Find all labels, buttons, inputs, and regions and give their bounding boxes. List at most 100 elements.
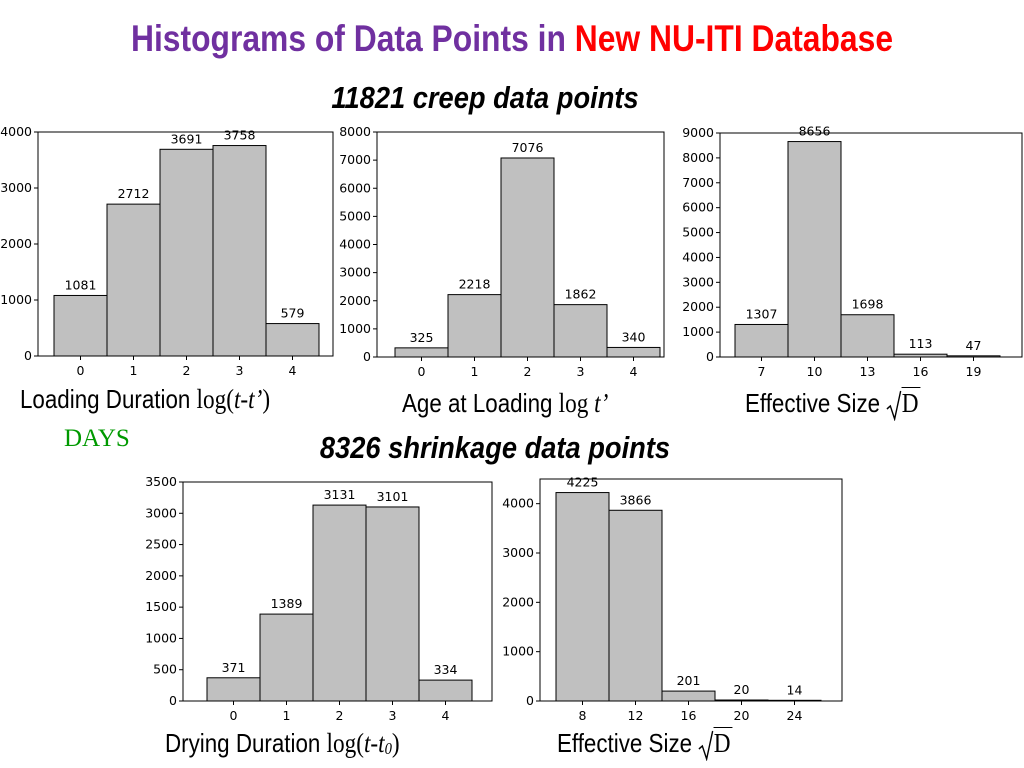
y-tick-label: 2000 [682, 299, 714, 314]
y-tick-label: 5000 [682, 225, 714, 240]
caption-drying-duration: Drying Duration log(t-t0) [165, 728, 400, 759]
bar-data-label: 1307 [746, 306, 778, 321]
y-tick-label: 2000 [502, 594, 534, 609]
y-tick-label: 1000 [682, 324, 714, 339]
sqrt-symbol-icon [886, 390, 902, 422]
histogram-bar [265, 323, 320, 357]
y-tick-label: 6000 [339, 180, 371, 195]
bar-data-label: 201 [677, 673, 701, 688]
chart-effective-size-shrinkage: 0 1000 2000 3000 4000 4225 8 3866 12 201 16 20 20 14 2… [502, 475, 843, 723]
shrinkage-heading: 8326 shrinkage data points [319, 430, 671, 465]
bar-data-label: 1389 [271, 596, 303, 611]
histogram-bar [212, 145, 267, 357]
x-tick-label: 20 [734, 708, 750, 723]
y-tick-label: 3000 [0, 180, 32, 195]
histogram-bar [608, 509, 663, 702]
bar-data-label: 4225 [567, 475, 599, 490]
bar-data-label: 8656 [799, 124, 831, 139]
bar-data-label: 3131 [324, 487, 356, 502]
caption-text: Drying Duration [165, 728, 327, 758]
y-tick-label: 2000 [145, 568, 177, 583]
histogram-bar [734, 323, 789, 358]
histogram-bar [893, 353, 948, 358]
x-tick-label: 1 [471, 364, 479, 379]
bar-data-label: 3758 [224, 128, 256, 143]
y-tick-label: 6000 [682, 200, 714, 215]
caption-units-days: DAYS [64, 425, 130, 452]
y-tick-label: 2000 [339, 293, 371, 308]
caption-math: log(t-t’) [196, 384, 271, 414]
bar-data-label: 371 [222, 660, 246, 675]
y-tick-label: 0 [363, 349, 371, 364]
histogram-bar [365, 506, 420, 702]
bar-data-label: 2712 [118, 186, 150, 201]
radicand: D [713, 727, 733, 758]
y-tick-label: 4000 [502, 496, 534, 511]
y-tick-label: 4000 [339, 237, 371, 252]
histogram-bar [500, 157, 555, 358]
x-tick-label: 12 [628, 708, 644, 723]
x-tick-label: 4 [289, 363, 297, 378]
bar-data-label: 1698 [852, 297, 884, 312]
title-part-purple: Histograms of Data Points in [130, 18, 575, 59]
x-tick-label: 24 [787, 708, 803, 723]
x-tick-label: 0 [418, 364, 426, 379]
radicand: D [901, 387, 921, 418]
bar-data-label: 1081 [65, 277, 97, 292]
y-tick-label: 3000 [145, 505, 177, 520]
y-tick-label: 0 [706, 349, 714, 364]
histogram-bar [447, 294, 502, 358]
y-tick-label: 7000 [682, 175, 714, 190]
caption-effective-size-shrinkage: Effective Size D [557, 727, 733, 762]
histogram-bar [555, 492, 610, 702]
y-tick-label: 4000 [0, 124, 32, 139]
x-tick-label: 2 [524, 364, 532, 379]
caption-effective-size-creep: Effective Size D [745, 387, 921, 422]
histogram-bar [840, 314, 895, 358]
x-tick-label: 13 [860, 364, 876, 379]
bar-data-label: 579 [281, 306, 305, 321]
x-tick-label: 7 [758, 364, 766, 379]
histogram-bar [394, 347, 449, 358]
histogram-bar [661, 690, 716, 702]
y-tick-label: 1000 [502, 644, 534, 659]
caption-age-at-loading: Age at Loading log t’ [402, 388, 608, 419]
caption-text: Effective Size [557, 728, 699, 758]
x-tick-label: 8 [579, 708, 587, 723]
y-tick-label: 0 [526, 693, 534, 708]
bar-data-label: 3101 [377, 489, 409, 504]
x-tick-label: 3 [577, 364, 585, 379]
y-tick-label: 2000 [0, 236, 32, 251]
y-tick-label: 3000 [339, 265, 371, 280]
bar-data-label: 1862 [565, 287, 597, 302]
y-tick-label: 9000 [682, 125, 714, 140]
y-tick-label: 2500 [145, 537, 177, 552]
histogram-bar [53, 294, 108, 357]
sqrt-symbol-icon [698, 730, 714, 762]
histogram-bar [606, 346, 661, 358]
x-tick-label: 4 [630, 364, 638, 379]
y-tick-label: 5000 [339, 208, 371, 223]
x-tick-label: 1 [283, 708, 291, 723]
y-tick-label: 3000 [502, 545, 534, 560]
caption-math: log(t-t0) [326, 728, 400, 758]
title-part-red: New NU-ITI Database [574, 18, 894, 59]
x-tick-label: 19 [966, 364, 982, 379]
y-tick-label: 8000 [339, 124, 371, 139]
x-tick-label: 3 [236, 363, 244, 378]
slide-title: Histograms of Data Points in New NU-ITI … [72, 18, 953, 60]
y-tick-label: 500 [153, 662, 177, 677]
histogram-bar [714, 699, 769, 702]
y-tick-label: 0 [24, 348, 32, 363]
creep-heading: 11821 creep data points [331, 80, 639, 115]
y-tick-label: 1000 [339, 321, 371, 336]
bar-data-label: 325 [410, 330, 434, 345]
y-tick-label: 1000 [0, 292, 32, 307]
caption-loading-duration: Loading Duration log(t-t’) [20, 384, 270, 415]
caption-math: log t’ [558, 388, 609, 418]
y-tick-label: 1000 [145, 630, 177, 645]
x-tick-label: 10 [807, 364, 823, 379]
y-tick-label: 3500 [145, 474, 177, 489]
histogram-bar [767, 699, 822, 702]
y-tick-label: 7000 [339, 152, 371, 167]
